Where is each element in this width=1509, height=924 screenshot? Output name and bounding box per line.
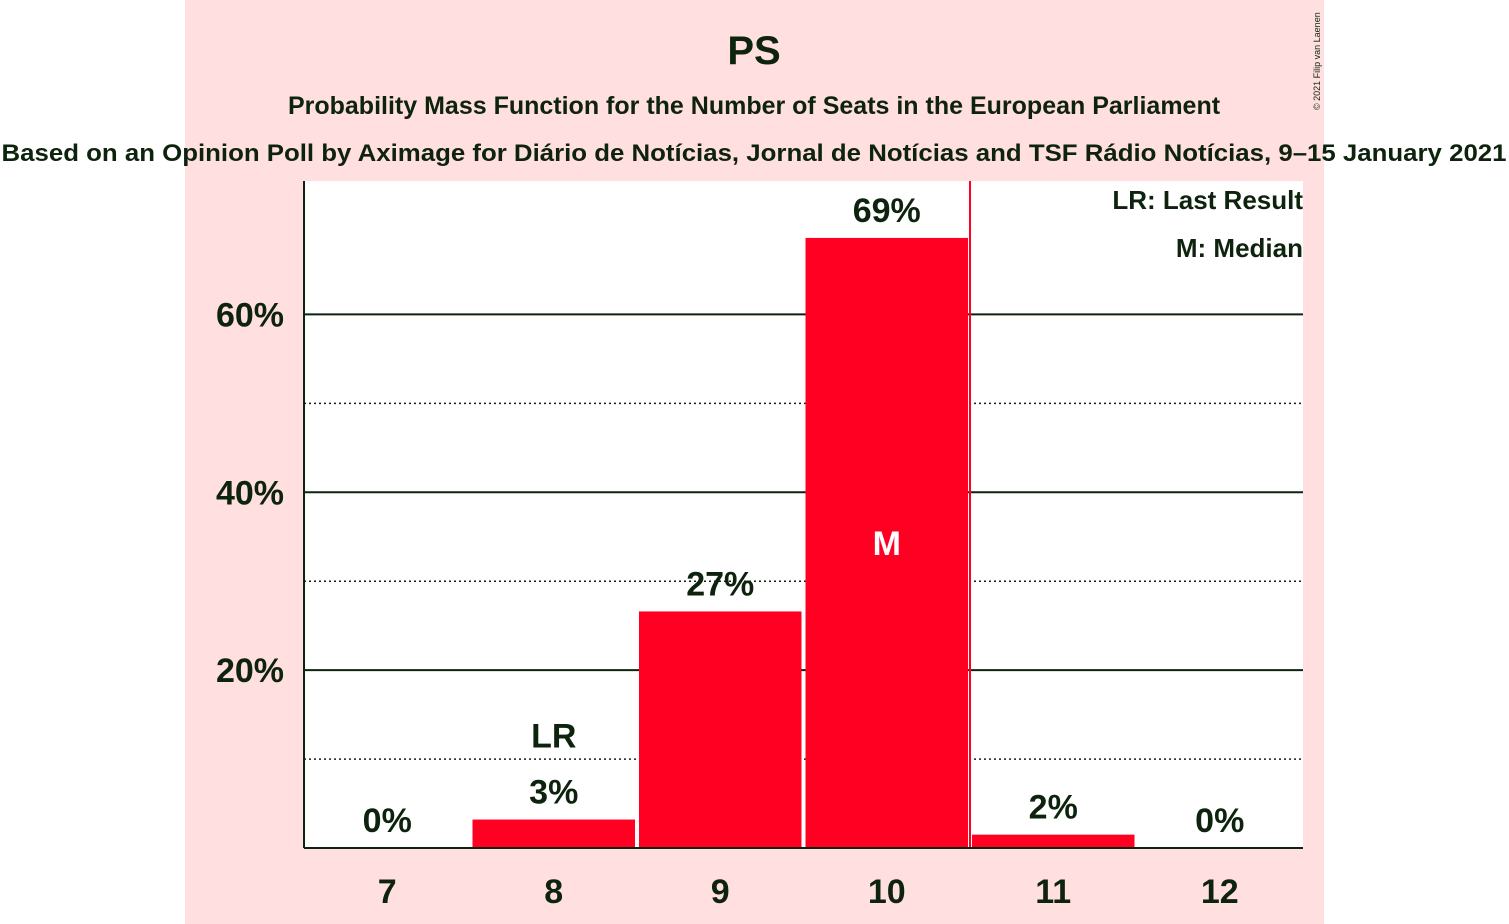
bar-10 (805, 237, 968, 848)
last-result-marker: LR (531, 718, 576, 756)
y-tick-label-20: 20% (216, 652, 284, 690)
value-label-11: 2% (1029, 789, 1078, 827)
value-label-7: 0% (363, 802, 412, 840)
x-tick-label-12: 12 (1201, 873, 1239, 911)
grid-lines (304, 313, 1303, 760)
tick-labels: 20% 40% 60% 7 8 9 10 11 12 (216, 296, 1239, 911)
x-tick-label-7: 7 (378, 873, 397, 911)
chart-source: Based on an Opinion Poll by Aximage for … (2, 140, 1507, 167)
legend-last-result: LR: Last Result (1112, 185, 1303, 215)
bar-11 (972, 834, 1135, 848)
bar-9 (639, 611, 802, 848)
chart-subtitle: Probability Mass Function for the Number… (288, 92, 1221, 120)
y-tick-label-60: 60% (216, 296, 284, 334)
bars (472, 181, 1135, 848)
plot-area (304, 181, 1303, 848)
value-label-8: 3% (529, 774, 578, 812)
chart-title: PS (727, 29, 780, 73)
bar-8 (472, 819, 635, 848)
median-marker: M (873, 525, 901, 563)
x-tick-label-9: 9 (711, 873, 730, 911)
value-label-12: 0% (1195, 802, 1244, 840)
value-label-10: 69% (853, 192, 921, 230)
value-label-9: 27% (686, 565, 754, 603)
legend-median: M: Median (1176, 233, 1303, 263)
x-tick-label-10: 10 (868, 873, 906, 911)
copyright-text: © 2021 Filip van Laenen (1312, 12, 1322, 110)
x-tick-label-11: 11 (1035, 873, 1071, 911)
x-tick-label-8: 8 (544, 873, 563, 911)
y-tick-label-40: 40% (216, 474, 284, 512)
data-labels: 0% 3% LR 27% 69% M 2% 0% (363, 192, 1245, 840)
